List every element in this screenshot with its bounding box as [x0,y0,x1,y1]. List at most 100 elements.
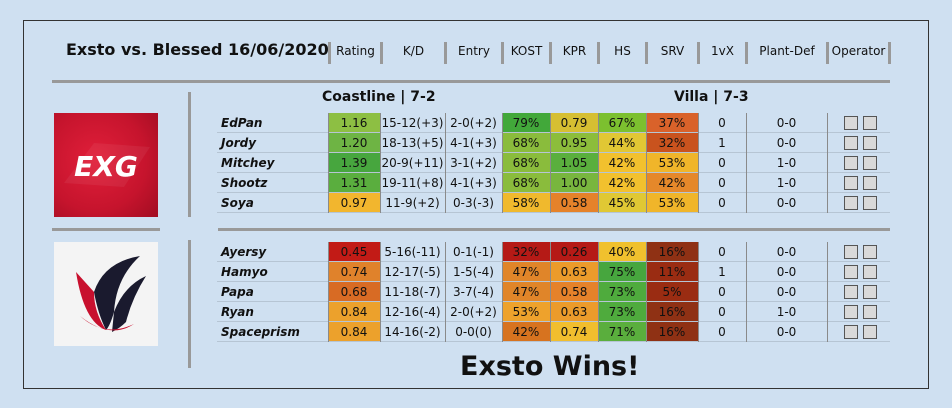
column-gridline [746,262,747,282]
player-row: Mitchey 1.39 20-9(+11) 3-1(+2) 68% 1.05 42% 53%… [217,153,890,173]
column-gridline [746,113,747,133]
operator-cell [827,262,890,282]
rating-cell: 1.39 [328,153,380,173]
plantdef-cell: 1-0 [746,153,827,173]
operator-cell [827,282,890,302]
column-gridline [746,133,747,153]
column-gridline [328,262,329,282]
operator-icon [863,305,877,319]
kd-cell: 5-16(-11) [380,242,445,262]
blessed-logo-icon [54,242,158,346]
kd-cell: 11-18(-7) [380,282,445,302]
header-separator [745,42,748,64]
column-gridline [380,242,381,262]
kost-cell: 32% [502,242,550,262]
column-gridline [827,322,828,342]
name-cell: Jordy [217,133,328,153]
column-gridline [746,242,747,262]
hs-cell: 75% [598,262,646,282]
column-gridline [550,113,551,133]
kpr-cell: 0.74 [550,322,598,342]
column-gridline [746,302,747,322]
kpr-cell: 1.05 [550,153,598,173]
name-cell: Ryan [217,302,328,322]
plantdef-cell: 0-0 [746,282,827,302]
kpr-cell: 0.95 [550,133,598,153]
operator-icon [844,265,858,279]
operator-icon [844,196,858,210]
scoreboard-frame [23,20,929,389]
column-gridline [380,133,381,153]
column-gridline [598,193,599,213]
entry-cell: 0-1(-1) [445,242,502,262]
column-gridline [502,193,503,213]
plantdef-cell: 1-0 [746,173,827,193]
column-gridline [646,242,647,262]
column-gridline [502,322,503,342]
kost-cell: 58% [502,193,550,213]
onevx-cell: 1 [698,133,746,153]
column-gridline [380,262,381,282]
operator-cell [827,242,890,262]
player-row: Ryan 0.84 12-16(-4) 2-0(+2) 53% 0.63 73% 16% 0 1-… [217,302,890,322]
operator-icon [863,156,877,170]
column-gridline [445,153,446,173]
header-separator [328,42,331,64]
rating-cell: 0.84 [328,322,380,342]
hs-cell: 42% [598,153,646,173]
column-gridline [827,302,828,322]
kd-cell: 11-9(+2) [380,193,445,213]
column-gridline [502,133,503,153]
header-entry: Entry [458,44,490,58]
match-title: Exsto vs. Blessed 16/06/2020 [66,40,329,59]
column-gridline [598,173,599,193]
srv-cell: 37% [646,113,698,133]
column-gridline [380,153,381,173]
hs-cell: 40% [598,242,646,262]
player-row: Shootz 1.31 19-11(+8) 4-1(+3) 68% 1.00 42% 42% 0… [217,173,890,193]
header-divider [52,80,890,83]
onevx-cell: 0 [698,113,746,133]
column-gridline [646,302,647,322]
column-gridline [445,113,446,133]
column-gridline [746,193,747,213]
column-gridline [445,242,446,262]
header-rating: Rating [336,44,375,58]
column-gridline [598,133,599,153]
column-gridline [502,113,503,133]
column-gridline [445,282,446,302]
header-kpr: KPR [562,44,587,58]
header-separator [888,42,891,64]
kost-cell: 47% [502,262,550,282]
srv-cell: 53% [646,193,698,213]
kpr-cell: 0.26 [550,242,598,262]
column-gridline [646,282,647,302]
column-gridline [598,113,599,133]
operator-icon [863,325,877,339]
team-2-logo [54,242,158,346]
operator-cell [827,302,890,322]
column-gridline [502,302,503,322]
column-gridline [550,133,551,153]
entry-cell: 3-1(+2) [445,153,502,173]
column-gridline [598,322,599,342]
column-gridline [502,262,503,282]
operator-icon [863,196,877,210]
logo-text: EXG [74,150,138,183]
entry-cell: 1-5(-4) [445,262,502,282]
player-row: Spaceprism 0.84 14-16(-2) 0-0(0) 42% 0.74 71% 1… [217,322,890,342]
column-gridline [698,193,699,213]
column-gridline [380,113,381,133]
onevx-cell: 0 [698,322,746,342]
logo-divider [52,228,160,231]
column-gridline [380,173,381,193]
header-1vx: 1vX [711,44,734,58]
column-gridline [827,242,828,262]
operator-cell [827,113,890,133]
column-gridline [646,173,647,193]
player-row: Jordy 1.20 18-13(+5) 4-1(+3) 68% 0.95 44% 32% 1 0… [217,133,890,153]
column-gridline [445,193,446,213]
column-gridline [445,322,446,342]
entry-cell: 0-0(0) [445,322,502,342]
column-gridline [445,173,446,193]
